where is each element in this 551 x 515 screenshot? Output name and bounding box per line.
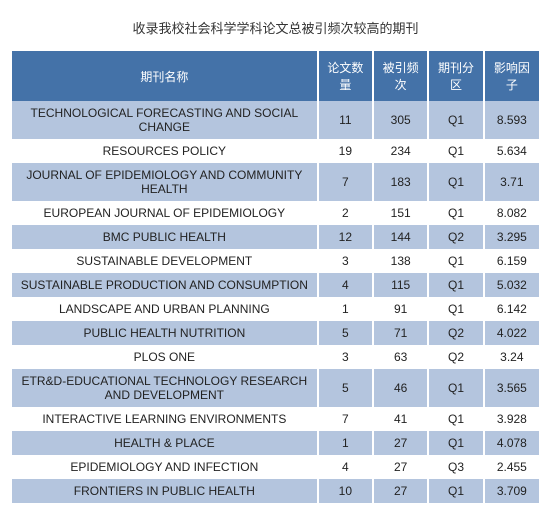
cell-impact: 6.159 <box>484 249 539 273</box>
table-row: SUSTAINABLE DEVELOPMENT3138Q16.159 <box>12 249 539 273</box>
cell-zone: Q2 <box>428 345 483 369</box>
cell-name: LANDSCAPE AND URBAN PLANNING <box>12 297 318 321</box>
col-header-name: 期刊名称 <box>12 51 318 101</box>
cell-papers: 5 <box>318 321 373 345</box>
table-row: BMC PUBLIC HEALTH12144Q23.295 <box>12 225 539 249</box>
cell-papers: 12 <box>318 225 373 249</box>
col-header-papers: 论文数量 <box>318 51 373 101</box>
cell-impact: 4.022 <box>484 321 539 345</box>
cell-zone: Q1 <box>428 407 483 431</box>
cell-cites: 63 <box>373 345 428 369</box>
table-row: LANDSCAPE AND URBAN PLANNING191Q16.142 <box>12 297 539 321</box>
cell-papers: 1 <box>318 431 373 455</box>
cell-cites: 41 <box>373 407 428 431</box>
table-body: TECHNOLOGICAL FORECASTING AND SOCIAL CHA… <box>12 101 539 503</box>
table-header: 期刊名称 论文数量 被引频次 期刊分区 影响因子 <box>12 51 539 101</box>
cell-impact: 6.142 <box>484 297 539 321</box>
table-row: JOURNAL OF EPIDEMIOLOGY AND COMMUNITY HE… <box>12 163 539 201</box>
cell-impact: 3.71 <box>484 163 539 201</box>
cell-name: EUROPEAN JOURNAL OF EPIDEMIOLOGY <box>12 201 318 225</box>
cell-zone: Q1 <box>428 431 483 455</box>
cell-cites: 144 <box>373 225 428 249</box>
cell-cites: 27 <box>373 431 428 455</box>
cell-papers: 11 <box>318 101 373 139</box>
cell-zone: Q1 <box>428 201 483 225</box>
cell-impact: 3.928 <box>484 407 539 431</box>
cell-name: SUSTAINABLE PRODUCTION AND CONSUMPTION <box>12 273 318 297</box>
cell-papers: 3 <box>318 345 373 369</box>
cell-name: EPIDEMIOLOGY AND INFECTION <box>12 455 318 479</box>
cell-zone: Q3 <box>428 455 483 479</box>
cell-impact: 3.24 <box>484 345 539 369</box>
cell-zone: Q1 <box>428 369 483 407</box>
table-row: INTERACTIVE LEARNING ENVIRONMENTS741Q13.… <box>12 407 539 431</box>
cell-papers: 5 <box>318 369 373 407</box>
cell-name: PUBLIC HEALTH NUTRITION <box>12 321 318 345</box>
cell-impact: 4.078 <box>484 431 539 455</box>
cell-zone: Q1 <box>428 101 483 139</box>
cell-papers: 19 <box>318 139 373 163</box>
cell-papers: 4 <box>318 273 373 297</box>
cell-cites: 46 <box>373 369 428 407</box>
table-row: PLOS ONE363Q23.24 <box>12 345 539 369</box>
cell-cites: 234 <box>373 139 428 163</box>
table-row: EUROPEAN JOURNAL OF EPIDEMIOLOGY2151Q18.… <box>12 201 539 225</box>
cell-papers: 7 <box>318 407 373 431</box>
table-row: RESOURCES POLICY19234Q15.634 <box>12 139 539 163</box>
cell-name: SUSTAINABLE DEVELOPMENT <box>12 249 318 273</box>
page-title: 收录我校社会科学学科论文总被引频次较高的期刊 <box>12 18 539 37</box>
cell-zone: Q1 <box>428 163 483 201</box>
col-header-impact: 影响因子 <box>484 51 539 101</box>
cell-impact: 5.634 <box>484 139 539 163</box>
cell-zone: Q1 <box>428 139 483 163</box>
table-row: FRONTIERS IN PUBLIC HEALTH1027Q13.709 <box>12 479 539 503</box>
cell-name: FRONTIERS IN PUBLIC HEALTH <box>12 479 318 503</box>
cell-name: RESOURCES POLICY <box>12 139 318 163</box>
cell-impact: 3.565 <box>484 369 539 407</box>
cell-cites: 71 <box>373 321 428 345</box>
cell-name: BMC PUBLIC HEALTH <box>12 225 318 249</box>
cell-papers: 3 <box>318 249 373 273</box>
cell-cites: 91 <box>373 297 428 321</box>
cell-name: ETR&D-EDUCATIONAL TECHNOLOGY RESEARCH AN… <box>12 369 318 407</box>
cell-papers: 2 <box>318 201 373 225</box>
cell-zone: Q2 <box>428 225 483 249</box>
cell-cites: 305 <box>373 101 428 139</box>
cell-cites: 115 <box>373 273 428 297</box>
table-row: HEALTH & PLACE127Q14.078 <box>12 431 539 455</box>
cell-name: PLOS ONE <box>12 345 318 369</box>
table-row: PUBLIC HEALTH NUTRITION571Q24.022 <box>12 321 539 345</box>
table-row: TECHNOLOGICAL FORECASTING AND SOCIAL CHA… <box>12 101 539 139</box>
cell-zone: Q1 <box>428 297 483 321</box>
cell-impact: 5.032 <box>484 273 539 297</box>
journal-table: 期刊名称 论文数量 被引频次 期刊分区 影响因子 TECHNOLOGICAL F… <box>12 51 539 503</box>
cell-zone: Q1 <box>428 273 483 297</box>
cell-name: INTERACTIVE LEARNING ENVIRONMENTS <box>12 407 318 431</box>
col-header-cites: 被引频次 <box>373 51 428 101</box>
cell-name: JOURNAL OF EPIDEMIOLOGY AND COMMUNITY HE… <box>12 163 318 201</box>
cell-papers: 1 <box>318 297 373 321</box>
cell-papers: 4 <box>318 455 373 479</box>
cell-cites: 27 <box>373 455 428 479</box>
cell-zone: Q1 <box>428 479 483 503</box>
cell-impact: 8.082 <box>484 201 539 225</box>
cell-impact: 3.295 <box>484 225 539 249</box>
table-row: EPIDEMIOLOGY AND INFECTION427Q32.455 <box>12 455 539 479</box>
col-header-zone: 期刊分区 <box>428 51 483 101</box>
cell-impact: 2.455 <box>484 455 539 479</box>
cell-cites: 138 <box>373 249 428 273</box>
cell-zone: Q1 <box>428 249 483 273</box>
table-row: ETR&D-EDUCATIONAL TECHNOLOGY RESEARCH AN… <box>12 369 539 407</box>
cell-name: TECHNOLOGICAL FORECASTING AND SOCIAL CHA… <box>12 101 318 139</box>
cell-impact: 8.593 <box>484 101 539 139</box>
cell-zone: Q2 <box>428 321 483 345</box>
cell-papers: 7 <box>318 163 373 201</box>
cell-cites: 151 <box>373 201 428 225</box>
cell-papers: 10 <box>318 479 373 503</box>
cell-cites: 183 <box>373 163 428 201</box>
cell-cites: 27 <box>373 479 428 503</box>
cell-impact: 3.709 <box>484 479 539 503</box>
table-row: SUSTAINABLE PRODUCTION AND CONSUMPTION41… <box>12 273 539 297</box>
cell-name: HEALTH & PLACE <box>12 431 318 455</box>
